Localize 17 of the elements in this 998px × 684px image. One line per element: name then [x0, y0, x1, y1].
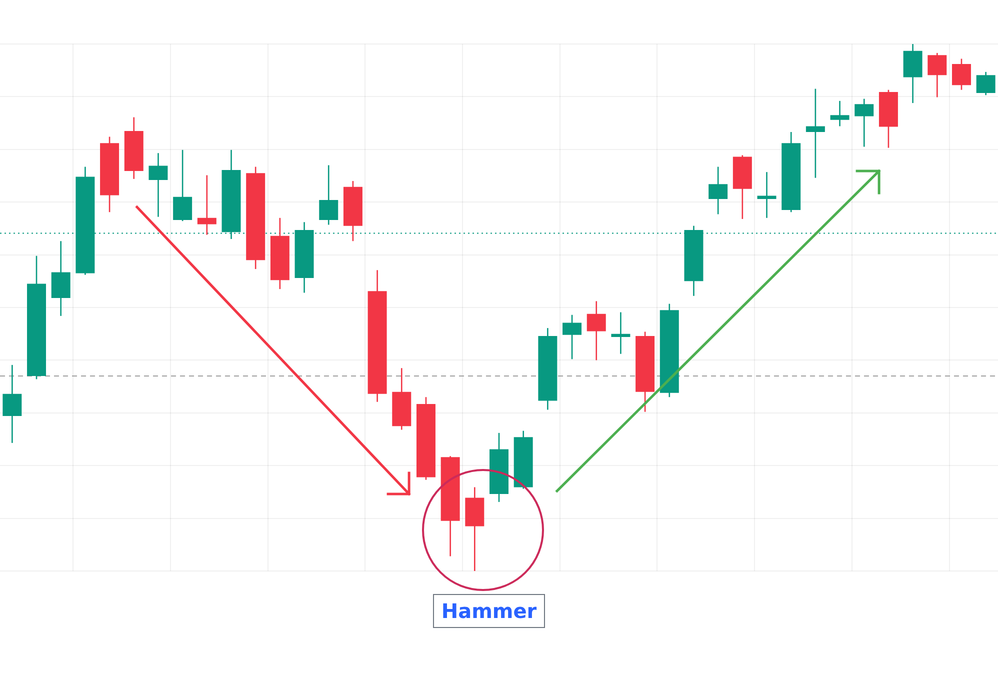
candlestick [976, 71, 996, 96]
candlestick [562, 314, 582, 360]
candlestick [319, 164, 338, 226]
candlestick [148, 152, 168, 218]
candlestick [806, 88, 825, 179]
candlestick [708, 166, 728, 215]
candlestick [173, 149, 192, 222]
candlestick [830, 100, 850, 127]
text: Hammer [433, 594, 545, 628]
candlestick [952, 58, 971, 90]
candlestick [586, 300, 606, 361]
candlestick [197, 174, 216, 236]
candlestick [2, 364, 22, 444]
candlestick [928, 52, 947, 98]
candlestick [854, 98, 874, 148]
candlestick [757, 171, 776, 219]
candlestick [611, 312, 630, 355]
